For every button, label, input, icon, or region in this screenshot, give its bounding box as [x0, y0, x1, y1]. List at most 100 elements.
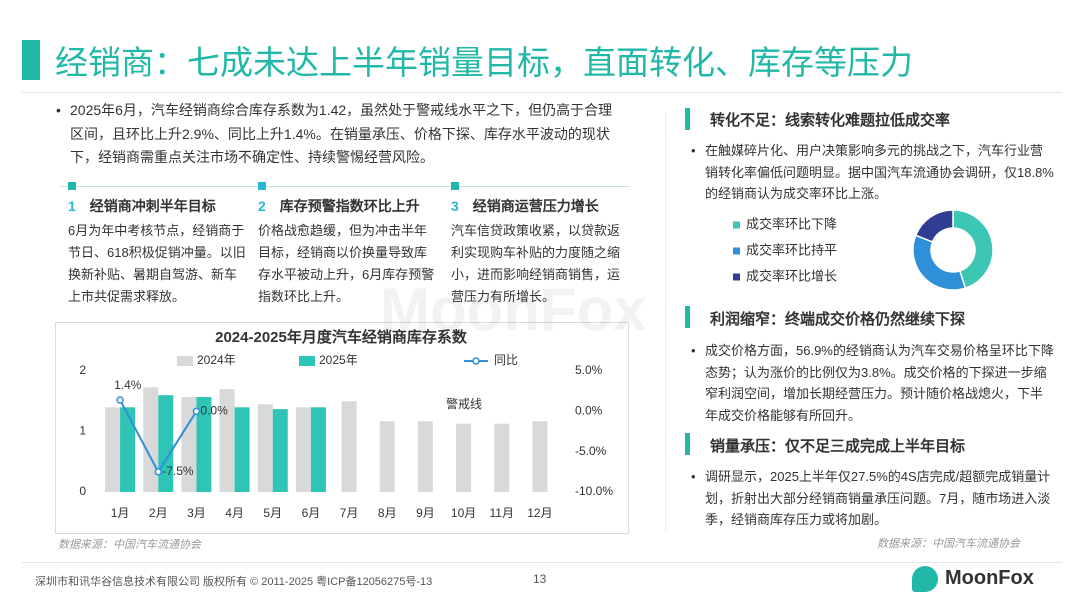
- legend-swatch: [733, 247, 740, 255]
- x-tick-label: 4月: [225, 506, 244, 520]
- step-title-text: 库存预警指数环比上升: [279, 198, 420, 214]
- section-accent: [685, 108, 690, 130]
- step-title: 2 库存预警指数环比上升: [258, 196, 420, 216]
- title-accent: [22, 40, 40, 80]
- y2-tick-label: -5.0%: [575, 444, 607, 458]
- legend-swatch: [733, 221, 740, 229]
- footer-line: [22, 562, 1062, 563]
- y-tick-label: 2: [79, 363, 86, 377]
- logo-icon: [912, 566, 938, 592]
- legend-swatch: [177, 356, 193, 366]
- annotation: 警戒线: [446, 396, 482, 411]
- bar: [295, 407, 311, 492]
- value-label: -7.5%: [162, 464, 194, 478]
- section-accent: [685, 433, 690, 455]
- bar: [257, 404, 273, 492]
- legend-label: 成交率环比持平: [746, 242, 837, 257]
- line-point: [154, 468, 162, 476]
- bar: [379, 421, 395, 492]
- bar: [196, 397, 212, 492]
- intro-text: 2025年6月，汽车经销商综合库存系数为1.42，虽然处于警戒线水平之下，但仍高…: [56, 99, 625, 170]
- x-tick-label: 12月: [527, 506, 552, 520]
- step-num: 3: [451, 198, 459, 214]
- step-num: 2: [258, 198, 266, 214]
- bar: [219, 389, 235, 492]
- legend-swatch: [733, 273, 740, 281]
- legend-label: 2025年: [319, 353, 358, 367]
- x-tick-label: 10月: [451, 506, 476, 520]
- step-text: 汽车信贷政策收紧，以贷款返利实现购车补贴的力度随之缩小，进而影响经销商销售，运营…: [451, 223, 621, 304]
- step-title: 3 经销商运营压力增长: [451, 196, 599, 216]
- step-text: 价格战愈趋缓，但为冲击半年目标，经销商以价换量导致库存水平被动上升，6月库存预警…: [258, 223, 435, 304]
- y2-tick-label: -10.0%: [575, 484, 613, 498]
- x-tick-label: 11月: [490, 506, 514, 520]
- column-divider: [665, 112, 666, 532]
- divider: [22, 92, 1062, 93]
- step-title-text: 经销商运营压力增长: [472, 198, 599, 214]
- step-marker: [258, 182, 266, 190]
- value-label: 0.0%: [200, 404, 228, 418]
- steps-line: [60, 186, 630, 187]
- section-title: 销量承压：仅不足三成完成上半年目标: [710, 438, 966, 455]
- step-marker: [68, 182, 76, 190]
- x-tick-label: 7月: [340, 506, 359, 520]
- x-tick-label: 1月: [111, 506, 130, 520]
- bar: [105, 407, 121, 492]
- x-tick-label: 6月: [302, 506, 321, 520]
- slide-title: 经销商：七成未达上半年销量目标，直面转化、库存等压力: [55, 44, 913, 81]
- bar: [120, 407, 136, 492]
- legend-label: 成交率环比增长: [746, 268, 837, 283]
- y2-tick-label: 5.0%: [575, 363, 603, 377]
- section-text: 在触媒碎片化、用户决策影响多元的挑战之下，汽车行业营销转化率偏低问题明显。据中国…: [691, 140, 1055, 205]
- section-title: 转化不足：线索转化难题拉低成交率: [710, 112, 951, 129]
- y2-tick-label: 0.0%: [575, 404, 603, 418]
- value-label: 1.4%: [114, 378, 142, 392]
- x-tick-label: 5月: [263, 506, 282, 520]
- bar: [310, 407, 326, 492]
- bar: [272, 409, 288, 492]
- copyright: 深圳市和讯华谷信息技术有限公司 版权所有 © 2011-2025 粤ICP备12…: [35, 576, 433, 588]
- step-title: 1 经销商冲刺半年目标: [68, 196, 216, 216]
- x-tick-label: 2月: [149, 506, 168, 520]
- step-marker: [451, 182, 459, 190]
- y-tick-label: 1: [79, 424, 86, 438]
- bar: [494, 423, 510, 492]
- section-accent: [685, 306, 690, 328]
- bar: [143, 387, 159, 492]
- legend-label: 同比: [494, 353, 518, 367]
- section-text: 调研显示，2025上半年仅27.5%的4S店完成/超额完成销量计划，折射出大部分…: [691, 466, 1055, 531]
- bar: [456, 423, 472, 492]
- section-title: 利润缩窄：终端成交价格仍然继续下探: [710, 311, 966, 328]
- right-source: 数据来源：中国汽车流通协会: [877, 538, 1020, 550]
- pie-slice: [914, 209, 954, 243]
- watermark: MoonFox: [380, 276, 647, 343]
- page-number: 13: [533, 572, 547, 586]
- logo: MoonFox: [945, 567, 1034, 589]
- bar: [532, 421, 548, 492]
- legend-swatch: [299, 356, 315, 366]
- bar: [234, 407, 250, 492]
- bar: [158, 395, 174, 492]
- legend-label: 成交率环比下降: [746, 216, 837, 231]
- legend-swatch: [472, 357, 480, 365]
- section-text: 成交价格方面，56.9%的经销商认为汽车交易价格呈环比下降态势；认为涨价的比例仅…: [691, 340, 1055, 426]
- step-text: 6月为年中考核节点，经销商于节日、618积极促销冲量。以旧换新补贴、暑期自驾游、…: [68, 223, 246, 304]
- bar: [181, 397, 197, 492]
- x-tick-label: 3月: [187, 506, 206, 520]
- chart-source: 数据来源：中国汽车流通协会: [58, 539, 201, 551]
- line-point: [192, 407, 201, 416]
- pie-slice: [912, 234, 967, 291]
- bar: [341, 401, 357, 492]
- chart-title: 2024-2025年月度汽车经销商库存系数: [215, 328, 468, 346]
- line-point: [116, 396, 124, 404]
- pie-slice: [952, 209, 994, 289]
- y-tick-label: 0: [79, 484, 86, 498]
- x-tick-label: 9月: [416, 506, 435, 520]
- step-title-text: 经销商冲刺半年目标: [89, 198, 216, 214]
- legend-label: 2024年: [197, 353, 236, 367]
- bar: [417, 421, 433, 492]
- x-tick-label: 8月: [378, 506, 397, 520]
- chart-frame: [55, 322, 629, 534]
